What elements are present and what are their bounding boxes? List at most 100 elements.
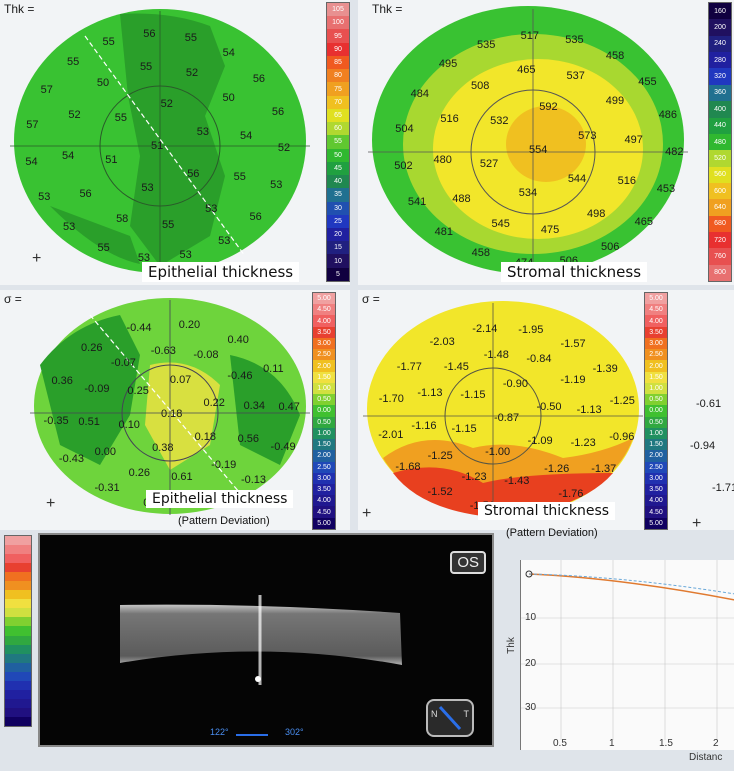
thickness-value: -1.77 (396, 361, 422, 374)
thickness-profile-graph[interactable]: Thk 10 20 30 0.5 1 1.5 2 Distanc (506, 560, 734, 763)
thickness-value: 0.38 (152, 441, 174, 454)
thickness-value: 475 (540, 223, 560, 236)
thickness-value: 508 (470, 79, 490, 92)
scale-step (5, 644, 31, 654)
thickness-value: 541 (407, 196, 427, 209)
thickness-value: 488 (452, 192, 471, 205)
thickness-value: 545 (491, 218, 510, 231)
thickness-value: 0.47 (278, 401, 300, 414)
thickness-value: -0.43 (58, 452, 84, 465)
add-point-icon[interactable]: + (692, 515, 702, 532)
deviation-color-scale[interactable]: 5.00 4.50 4.00 3.50 3.00 2.50 2.00 1.50 1.00 0.50… (312, 292, 336, 530)
scale-step: 2.00 (313, 360, 335, 372)
scale-step (5, 590, 31, 600)
scale-step (5, 680, 31, 690)
thickness-value: -1.25 (609, 395, 635, 408)
y-tick: 30 (525, 702, 537, 713)
scale-step: 30 (327, 201, 349, 215)
scale-step: 70 (327, 95, 349, 109)
scale-step: 1.00 (313, 382, 335, 395)
thickness-value: -1.37 (591, 462, 617, 475)
scale-step: 60 (327, 122, 349, 136)
thickness-value: 0.07 (169, 374, 192, 387)
thickness-value: -0.87 (494, 412, 520, 424)
stromal-color-scale[interactable]: 160 200 240 280 320 360 400 440 480 520 560 600 640 6… (708, 2, 732, 282)
oct-image-viewer[interactable]: OS 122° 302° N T (38, 533, 494, 747)
epithelial-thickness-map[interactable] (10, 6, 310, 276)
left-color-scale[interactable] (4, 535, 32, 727)
stromal-thickness-map[interactable] (368, 4, 688, 276)
thickness-value: -1.15 (451, 422, 477, 435)
scale-step: 5.00 (645, 517, 667, 529)
thickness-value: 484 (410, 87, 430, 100)
epithelial-thickness-panel: Thk = 51 52 53 56 53 51 55 52 50 54 55 53 55 58 56 54 52… (0, 0, 350, 285)
scale-step (5, 608, 31, 618)
thickness-value: 0.25 (127, 385, 149, 398)
scale-step (5, 662, 31, 672)
thickness-value: -1.43 (504, 475, 530, 488)
thickness-value: -1.23 (570, 436, 596, 449)
add-point-icon[interactable]: + (46, 495, 56, 512)
scan-direction-button[interactable]: N T (426, 699, 474, 737)
scale-step: 95 (327, 29, 349, 43)
scale-step (5, 626, 31, 636)
scale-step: 160 (709, 3, 731, 20)
stromal-deviation-panel: σ = -0.87 -0.90 -0.50 -1.09 -1.00 -1.15 -1.15 -… (358, 290, 734, 539)
scale-step: 0.50 (645, 416, 667, 428)
thickness-value: -2.03 (429, 336, 455, 349)
scale-step: 10 (327, 254, 349, 268)
thickness-value: 52 (185, 66, 199, 79)
scale-step: 1.50 (313, 371, 335, 383)
x-tick: 2 (713, 738, 719, 749)
y-axis-label: Thk (505, 637, 517, 654)
thk-label: Thk = (4, 2, 35, 16)
scale-step: 0.50 (313, 416, 335, 428)
scale-step: 4.50 (645, 304, 667, 316)
thickness-value: 53 (270, 178, 283, 191)
scale-step: 3.50 (313, 326, 335, 338)
scale-step (5, 563, 31, 573)
scale-step: 2.00 (645, 360, 667, 372)
scale-step: 440 (709, 117, 731, 134)
thickness-value: 458 (605, 49, 625, 62)
scale-step (5, 671, 31, 681)
epithelial-color-scale[interactable]: 105 100 95 90 85 80 75 70 65 60 55 50 45 40 35 30 25 20 15… (326, 2, 350, 282)
scale-step: 1.00 (645, 382, 667, 395)
thickness-value: 52 (68, 109, 81, 122)
thickness-value: 0.11 (263, 363, 284, 376)
thickness-value: 0.22 (203, 397, 225, 410)
scale-step: 720 (709, 232, 731, 249)
thickness-value: -0.19 (211, 458, 237, 471)
thickness-value: 554 (529, 144, 548, 156)
thickness-value: -1.13 (417, 387, 443, 400)
add-point-icon[interactable]: + (362, 505, 372, 522)
thickness-value: 0.34 (243, 400, 265, 413)
thickness-value: -2.14 (472, 323, 498, 336)
epithelial-deviation-map[interactable] (30, 295, 310, 517)
thickness-value: 53 (205, 203, 218, 216)
sigma-label: σ = (362, 292, 380, 306)
thickness-value: -1.19 (560, 373, 586, 386)
thickness-value: 453 (656, 183, 676, 196)
thickness-value: 480 (433, 153, 452, 166)
scale-step (5, 698, 31, 708)
thickness-value: 53 (63, 220, 76, 233)
scale-step: 320 (709, 68, 731, 85)
scale-step: 760 (709, 248, 731, 265)
scale-step: 1.50 (645, 371, 667, 383)
thickness-value: 0.26 (81, 341, 103, 354)
thickness-value: 499 (605, 95, 625, 108)
deviation-color-scale[interactable]: 5.00 4.50 4.00 3.50 3.00 2.50 2.00 1.50 1.00 0.50… (644, 292, 668, 530)
thickness-value: 0.51 (78, 415, 100, 428)
thickness-value: 53 (218, 235, 231, 248)
thickness-value: 55 (102, 36, 115, 49)
pattern-deviation-label: (Pattern Deviation) (178, 515, 270, 527)
thickness-value: -1.25 (427, 450, 453, 463)
thickness-value: 481 (434, 226, 454, 239)
thickness-value: -1.09 (527, 434, 553, 447)
thickness-value: 504 (395, 122, 414, 135)
scale-step: 20 (327, 227, 349, 242)
thickness-value: 535 (565, 34, 584, 47)
add-point-icon[interactable]: + (32, 250, 42, 267)
scale-step: 80 (327, 69, 349, 83)
